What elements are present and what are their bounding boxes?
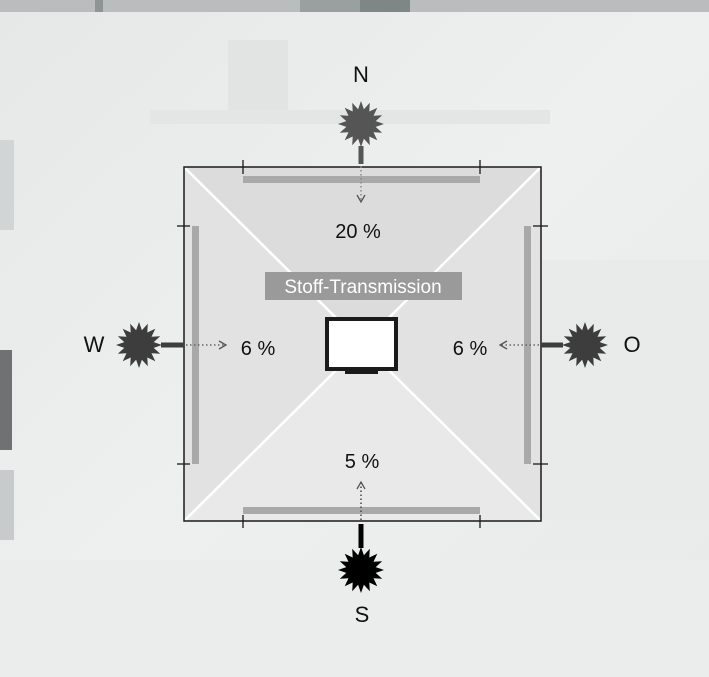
sun-south-group: [338, 480, 384, 593]
direction-letter-east: O: [623, 332, 640, 357]
sun-east-group: [498, 322, 608, 368]
direction-letter-north: N: [353, 62, 369, 87]
transmission-value-east: 6 %: [453, 338, 488, 360]
transmission-value-west: 6 %: [241, 338, 276, 360]
transmission-badge-bg: [265, 272, 462, 300]
sun-west-group: [116, 322, 228, 368]
awning-square: [183, 166, 542, 522]
television-icon: [325, 317, 398, 374]
sun-burst-icon: [338, 547, 384, 593]
transmission-value-north: 20 %: [335, 221, 381, 243]
sun-north-group: [338, 101, 384, 204]
direction-letter-south: S: [355, 602, 370, 627]
awning-bar-right: [524, 226, 531, 464]
direction-letter-west: W: [84, 332, 105, 357]
sun-burst-icon: [562, 322, 608, 368]
transmission-badge-label: Stoff-Transmission: [284, 277, 441, 298]
transmission-value-south: 5 %: [345, 451, 380, 473]
sun-burst-icon: [338, 101, 384, 147]
sun-burst-icon: [116, 322, 162, 368]
